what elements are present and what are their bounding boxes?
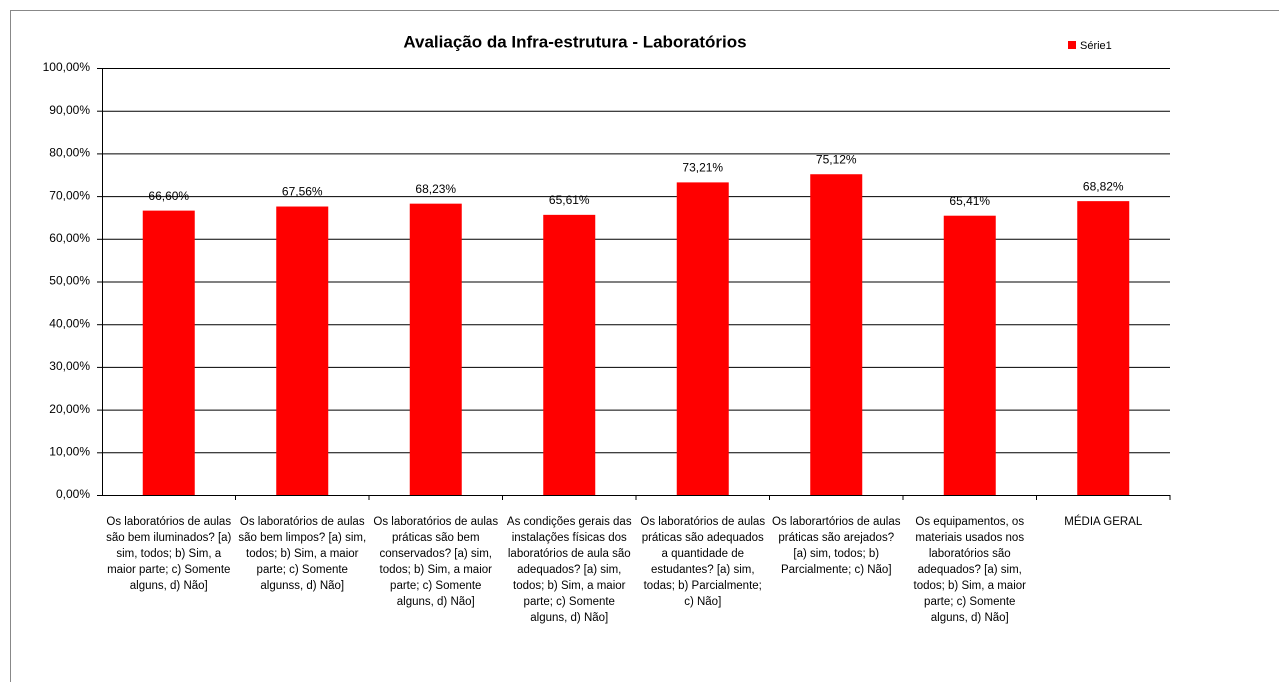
bar [810,174,863,495]
y-tick-label: 80,00% [49,146,90,160]
value-label: 66,60% [148,189,189,203]
value-label: 73,21% [682,161,723,175]
bar [276,206,329,495]
y-tick-label: 50,00% [49,274,90,288]
x-tick-label: Os laboratórios de aulas práticas são ad… [640,516,766,608]
bar [943,215,996,496]
bar [142,210,195,496]
x-tick-label: Os equipamentos, os materiais usados nos… [913,516,1026,624]
y-tick-label: 60,00% [49,231,90,245]
value-label: 68,82% [1083,179,1124,193]
x-tick-label: Os laborartórios de aulas práticas são a… [772,516,901,576]
chart-title: Avaliação da Infra-estrutura - Laboratór… [403,32,746,51]
bar [676,182,729,495]
y-tick-label: 90,00% [49,103,90,117]
x-tick-label: Os laboratórios de aulas são bem ilumina… [106,516,232,592]
value-label: 67,56% [282,185,323,199]
value-label: 75,12% [816,152,857,166]
y-tick-label: 70,00% [49,188,90,202]
legend-label: Série1 [1080,40,1112,52]
x-tick-label: MÉDIA GERAL [1064,516,1143,528]
bar [1077,201,1130,495]
value-label: 65,41% [949,194,990,208]
y-tick-label: 10,00% [49,444,90,458]
y-tick-label: 30,00% [49,359,90,373]
y-tick-label: 100,00% [43,60,91,74]
x-tick-label: Os laboratórios de aulas são bem limpos?… [238,516,367,592]
y-tick-label: 40,00% [49,316,90,330]
value-label: 68,23% [415,182,456,196]
value-label: 65,61% [549,193,590,207]
y-tick-label: 20,00% [49,402,90,416]
x-tick-label: Os laboratórios de aulas práticas são be… [373,516,499,608]
x-tick-label: As condições gerais das instalações físi… [506,516,632,624]
bar [409,203,462,495]
chart-frame [10,10,1279,682]
y-tick-label: 0,00% [56,487,90,501]
bar [543,214,596,495]
legend-swatch [1068,41,1076,49]
